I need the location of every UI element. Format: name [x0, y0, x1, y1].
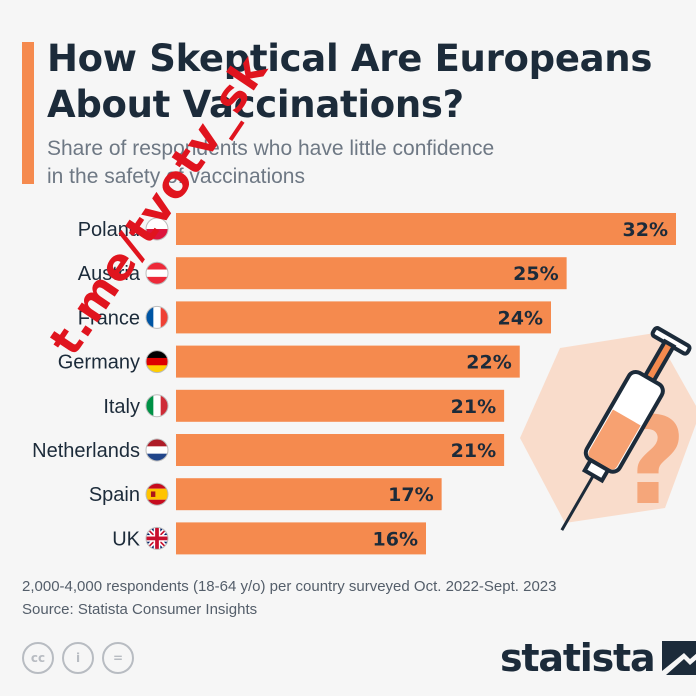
germany-flag-icon — [145, 350, 169, 374]
syringe-illustration: ? — [520, 326, 696, 532]
austria-flag-icon — [145, 261, 169, 285]
accent-bar — [22, 42, 34, 184]
value-label: 21% — [451, 440, 496, 462]
category-label: Poland — [78, 219, 140, 241]
category-label: Netherlands — [32, 440, 140, 462]
value-label: 22% — [466, 352, 511, 374]
bar-chart: Poland 32% Austria 25% France 24% Germany 22% It… — [32, 213, 676, 555]
category-label: France — [78, 307, 140, 329]
bar — [176, 434, 505, 466]
poland-flag-icon — [145, 217, 169, 241]
value-label: 17% — [388, 484, 433, 506]
cc-icon: cc — [22, 642, 54, 674]
category-label: Germany — [58, 352, 140, 374]
footnote-line-1: 2,000-4,000 respondents (18-64 y/o) per … — [22, 578, 557, 595]
bar — [176, 478, 442, 511]
bar — [176, 345, 520, 378]
chart-subtitle: Share of respondents who have little con… — [47, 135, 647, 191]
statista-logo-icon — [662, 641, 696, 675]
value-label: 21% — [451, 396, 496, 418]
bar — [176, 389, 505, 422]
attribution-icon: i — [62, 642, 94, 674]
brand-name: statista — [500, 636, 656, 680]
bar — [176, 257, 567, 290]
bar — [176, 301, 551, 334]
value-label: 32% — [623, 219, 668, 241]
title-line-2: About Vaccinations? — [47, 83, 464, 126]
value-label: 24% — [498, 307, 543, 329]
title-line-1: How Skeptical Are Europeans — [47, 37, 653, 80]
footnote: 2,000-4,000 respondents (18-64 y/o) per … — [22, 575, 692, 621]
source-line: Source: Statista Consumer Insights — [22, 601, 258, 618]
category-label: Austria — [78, 263, 141, 285]
category-label: UK — [112, 528, 140, 550]
spain-flag-icon — [145, 482, 169, 506]
value-label: 25% — [513, 263, 558, 285]
no-derivatives-icon: = — [102, 642, 134, 674]
license-icons: cc i = — [22, 642, 134, 674]
subtitle-line-2: in the safety of vaccinations — [47, 165, 305, 188]
chart-title: How Skeptical Are Europeans About Vaccin… — [47, 36, 687, 128]
france-flag-icon — [145, 305, 169, 329]
italy-flag-icon — [145, 394, 169, 418]
subtitle-line-1: Share of respondents who have little con… — [47, 137, 495, 160]
statista-logo: statista — [500, 635, 696, 681]
bar — [176, 522, 426, 555]
category-label: Spain — [89, 484, 140, 506]
category-label: Italy — [103, 396, 140, 418]
netherlands-flag-icon — [145, 438, 169, 462]
bar — [176, 213, 676, 245]
value-label: 16% — [373, 528, 418, 550]
uk-flag-icon — [145, 526, 169, 550]
